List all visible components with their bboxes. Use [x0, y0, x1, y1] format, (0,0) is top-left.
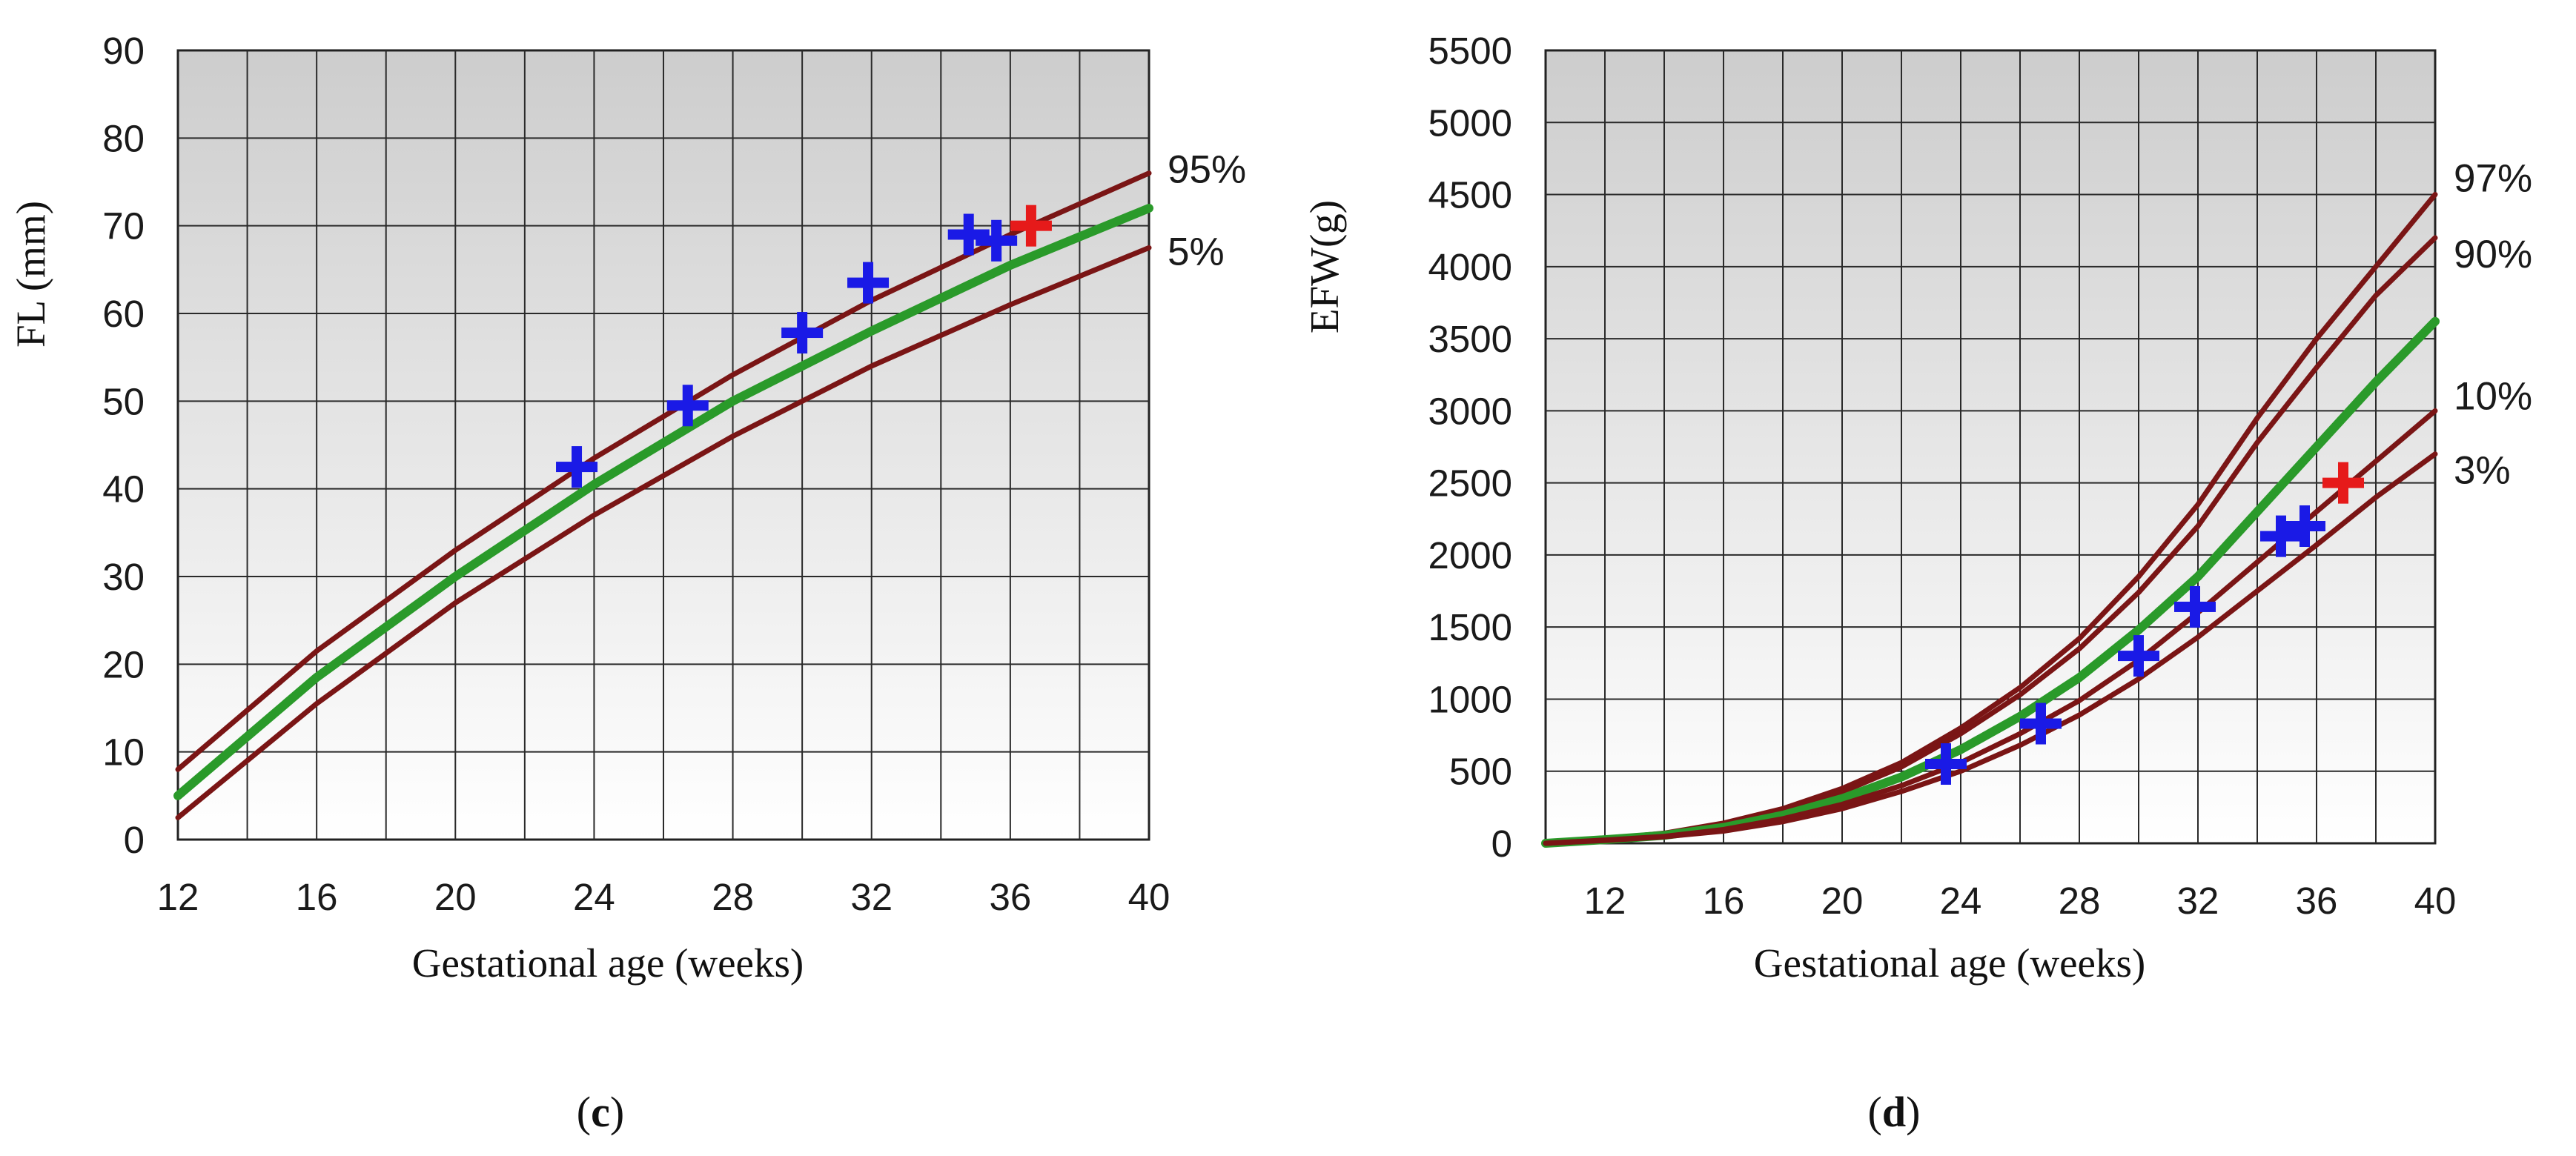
- plus-bar-v: [2338, 462, 2348, 504]
- plot-area: [1544, 49, 2437, 845]
- x-axis-label: Gestational age (weeks): [412, 940, 804, 986]
- x-tick-label: 12: [1584, 880, 1626, 922]
- measurement-marker: [781, 312, 824, 354]
- x-tick-label: 28: [2059, 880, 2101, 922]
- y-tick-label: 10: [102, 731, 145, 774]
- plus-bar-v: [682, 385, 693, 427]
- x-tick-label: 20: [1821, 880, 1864, 922]
- y-tick-label: 30: [102, 556, 145, 598]
- plus-bar-v: [797, 312, 808, 354]
- y-axis-label: FL (mm): [8, 201, 53, 348]
- percentile-curve: [1543, 451, 2438, 846]
- y-tick-label: 5000: [1428, 102, 1512, 144]
- x-tick-label: 40: [2414, 880, 2457, 922]
- curve-labels: 97% 90% 10% 3%: [2454, 157, 2532, 493]
- percentile-curve: [175, 245, 1152, 820]
- y-tick-label: 0: [1491, 823, 1512, 865]
- x-tick-label: 28: [712, 876, 754, 918]
- plus-bar-v: [2299, 505, 2310, 547]
- x-tick-label: 16: [1703, 880, 1745, 922]
- measurement-marker: [2174, 585, 2216, 628]
- latest-measurement-marker: [2322, 462, 2364, 504]
- plus-bar-v: [863, 262, 874, 304]
- plus-bar-v: [2133, 635, 2144, 677]
- percentile-label: 97%: [2454, 157, 2532, 201]
- y-tick-label: 40: [102, 468, 145, 511]
- measurement-marker: [2260, 515, 2302, 557]
- y-tick-label: 5500: [1428, 30, 1512, 72]
- x-tick-label: 40: [1128, 876, 1171, 918]
- measurement-marker: [556, 446, 598, 488]
- y-tick-label: 3500: [1428, 318, 1512, 360]
- measurement-marker: [666, 385, 709, 427]
- y-tick-label: 1500: [1428, 606, 1512, 648]
- y-tick-labels: 0 10 20 30 40 50 60 70 80 90: [102, 30, 145, 861]
- measurement-marker: [976, 219, 1018, 262]
- efw-chart: 0 500 1000 1500 2000 2500 3000 3500 4000 4500 5000…: [1302, 30, 2532, 1136]
- plus-bar-v: [2276, 515, 2286, 557]
- curve-labels: 95% 5%: [1168, 148, 1246, 274]
- x-tick-label: 16: [296, 876, 338, 918]
- y-tick-label: 70: [102, 205, 145, 248]
- measurement-points: [1925, 462, 2364, 785]
- x-tick-label: 24: [1940, 880, 1982, 922]
- plus-bar-v: [2036, 702, 2046, 745]
- y-tick-label: 50: [102, 380, 145, 422]
- latest-measurement-marker: [1010, 205, 1052, 247]
- percentile-label: 5%: [1168, 230, 1225, 273]
- panel-caption-d: (d): [1868, 1088, 1921, 1136]
- caption-letter: c: [591, 1088, 610, 1136]
- caption-letter: d: [1882, 1088, 1906, 1136]
- measurement-marker: [847, 262, 890, 304]
- measurement-marker: [2118, 635, 2159, 677]
- y-tick-label: 500: [1449, 751, 1512, 793]
- percentile-label: 10%: [2454, 374, 2532, 418]
- fl-chart: 0 10 20 30 40 50 60 70 80 90 12 16 20 24 28 32 36 40 95%…: [8, 30, 1246, 1136]
- x-tick-label: 20: [434, 876, 477, 918]
- measurement-marker: [2020, 702, 2062, 745]
- x-tick-label: 36: [989, 876, 1031, 918]
- x-tick-label: 12: [157, 876, 199, 918]
- y-tick-label: 0: [124, 819, 145, 861]
- plus-bar-v: [1941, 743, 1951, 785]
- measurement-marker: [2284, 505, 2325, 547]
- x-tick-label: 32: [2177, 880, 2219, 922]
- y-tick-label: 1000: [1428, 678, 1512, 720]
- x-tick-label: 32: [850, 876, 893, 918]
- x-axis-label: Gestational age (weeks): [1754, 940, 2145, 986]
- y-tick-label: 2000: [1428, 534, 1512, 577]
- percentile-label: 90%: [2454, 233, 2532, 276]
- x-tick-labels: 12 16 20 24 28 32 36 40: [157, 876, 1171, 918]
- y-tick-label: 20: [102, 643, 145, 685]
- y-axis-label: EFW(g): [1302, 200, 1347, 333]
- plus-bar-v: [963, 213, 974, 256]
- x-tick-label: 24: [573, 876, 615, 918]
- measurement-marker: [1925, 743, 1967, 785]
- y-tick-label: 4500: [1428, 174, 1512, 216]
- median-curve: [173, 204, 1153, 800]
- plus-bar-v: [991, 219, 1002, 262]
- y-tick-label: 90: [102, 30, 145, 72]
- plus-bar-v: [1025, 205, 1036, 247]
- plus-bar-v: [572, 446, 583, 488]
- y-tick-label: 2500: [1428, 462, 1512, 505]
- x-tick-label: 36: [2296, 880, 2338, 922]
- plus-bar-v: [2190, 585, 2200, 628]
- y-tick-label: 3000: [1428, 390, 1512, 432]
- panel-caption-c: (c): [577, 1088, 624, 1136]
- x-tick-labels: 12 16 20 24 28 32 36 40: [1584, 880, 2457, 922]
- percentile-label: 95%: [1168, 148, 1246, 192]
- y-tick-labels: 0 500 1000 1500 2000 2500 3000 3500 4000 4500 5000…: [1428, 30, 1512, 865]
- measurement-points: [556, 205, 1052, 488]
- y-tick-label: 4000: [1428, 246, 1512, 288]
- percentile-label: 3%: [2454, 449, 2511, 493]
- y-tick-label: 80: [102, 117, 145, 159]
- y-tick-label: 60: [102, 293, 145, 335]
